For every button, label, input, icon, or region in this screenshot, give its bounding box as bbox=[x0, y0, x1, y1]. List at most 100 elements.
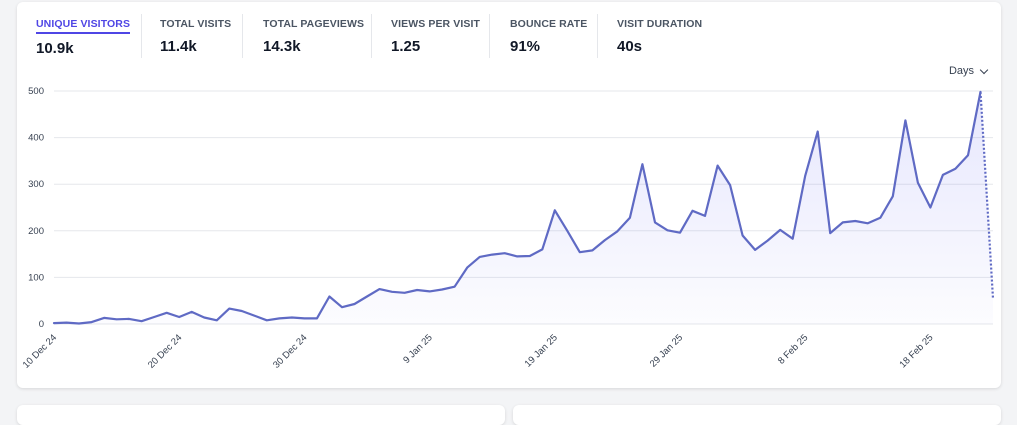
data-point[interactable] bbox=[489, 252, 495, 258]
data-point[interactable] bbox=[364, 294, 370, 300]
data-point[interactable] bbox=[627, 215, 633, 221]
data-point[interactable] bbox=[564, 228, 570, 234]
data-point[interactable] bbox=[339, 304, 345, 310]
data-point[interactable] bbox=[902, 117, 908, 123]
data-point[interactable] bbox=[377, 286, 383, 292]
metric-bounce-rate[interactable]: BOUNCE RATE 91% bbox=[510, 14, 598, 58]
data-point[interactable] bbox=[664, 227, 670, 233]
data-point[interactable] bbox=[289, 314, 295, 320]
data-point[interactable] bbox=[164, 310, 170, 316]
data-point[interactable] bbox=[189, 309, 195, 315]
data-point[interactable] bbox=[677, 230, 683, 236]
data-point[interactable] bbox=[402, 290, 408, 296]
data-point[interactable] bbox=[589, 247, 595, 253]
data-point[interactable] bbox=[752, 247, 758, 253]
data-point[interactable] bbox=[477, 254, 483, 260]
data-point[interactable] bbox=[539, 246, 545, 252]
data-point[interactable] bbox=[940, 172, 946, 178]
metric-value: 11.4k bbox=[160, 38, 197, 55]
data-point[interactable] bbox=[840, 219, 846, 225]
data-point[interactable] bbox=[614, 228, 620, 234]
data-point[interactable] bbox=[915, 180, 921, 186]
data-point[interactable] bbox=[76, 321, 82, 327]
metric-value: 40s bbox=[617, 38, 643, 55]
metric-label: TOTAL PAGEVIEWS bbox=[263, 18, 365, 30]
data-point[interactable] bbox=[577, 249, 583, 255]
data-point[interactable] bbox=[952, 166, 958, 172]
data-point[interactable] bbox=[927, 205, 933, 211]
data-point[interactable] bbox=[89, 319, 95, 325]
data-point[interactable] bbox=[226, 306, 232, 312]
metric-unique-visitors[interactable]: UNIQUE VISITORS 10.9k bbox=[36, 14, 142, 58]
data-point[interactable] bbox=[777, 227, 783, 233]
data-point[interactable] bbox=[652, 219, 658, 225]
metric-visit-duration[interactable]: VISIT DURATION 40s bbox=[617, 14, 717, 58]
data-point[interactable] bbox=[314, 315, 320, 321]
data-point[interactable] bbox=[176, 314, 182, 320]
y-tick-label: 400 bbox=[28, 133, 44, 144]
data-point[interactable] bbox=[427, 288, 433, 294]
data-point[interactable] bbox=[702, 213, 708, 219]
data-point[interactable] bbox=[639, 161, 645, 167]
data-point[interactable] bbox=[239, 308, 245, 314]
data-point[interactable] bbox=[765, 238, 771, 244]
data-point[interactable] bbox=[690, 208, 696, 214]
interval-picker[interactable]: Days bbox=[949, 65, 989, 77]
data-point[interactable] bbox=[201, 314, 207, 320]
data-point[interactable] bbox=[790, 236, 796, 242]
data-point[interactable] bbox=[815, 129, 821, 135]
data-point[interactable] bbox=[251, 313, 257, 319]
data-point[interactable] bbox=[727, 182, 733, 188]
y-tick-label: 500 bbox=[28, 86, 44, 97]
x-tick-label: 19 Jan 25 bbox=[523, 332, 560, 369]
data-point[interactable] bbox=[326, 294, 332, 300]
metric-value: 10.9k bbox=[36, 40, 74, 57]
data-point[interactable] bbox=[852, 218, 858, 224]
data-point[interactable] bbox=[276, 315, 282, 321]
data-point[interactable] bbox=[64, 320, 70, 326]
data-point[interactable] bbox=[877, 215, 883, 221]
data-point[interactable] bbox=[965, 152, 971, 158]
metric-value: 1.25 bbox=[391, 38, 421, 55]
data-point[interactable] bbox=[214, 317, 220, 323]
data-point[interactable] bbox=[865, 220, 871, 226]
metric-value: 14.3k bbox=[263, 38, 301, 55]
metric-label: TOTAL VISITS bbox=[160, 18, 232, 30]
x-tick-label: 10 Dec 24 bbox=[21, 332, 59, 370]
x-tick-label: 30 Dec 24 bbox=[271, 332, 309, 370]
data-point[interactable] bbox=[827, 230, 833, 236]
data-point[interactable] bbox=[389, 289, 395, 295]
data-point[interactable] bbox=[51, 320, 57, 326]
data-point[interactable] bbox=[890, 193, 896, 199]
data-point[interactable] bbox=[439, 287, 445, 293]
x-tick-label: 8 Feb 25 bbox=[776, 332, 810, 366]
data-point[interactable] bbox=[802, 173, 808, 179]
data-point[interactable] bbox=[351, 301, 357, 307]
data-point[interactable] bbox=[452, 284, 458, 290]
metric-value: 91% bbox=[510, 38, 541, 55]
data-point[interactable] bbox=[502, 250, 508, 256]
data-point[interactable] bbox=[514, 253, 520, 259]
data-point[interactable] bbox=[126, 316, 132, 322]
data-point[interactable] bbox=[414, 287, 420, 293]
data-point[interactable] bbox=[602, 237, 608, 243]
data-point[interactable] bbox=[101, 315, 107, 321]
metric-total-pageviews[interactable]: TOTAL PAGEVIEWS 14.3k bbox=[263, 14, 372, 58]
data-point[interactable] bbox=[527, 253, 533, 259]
metric-total-visits[interactable]: TOTAL VISITS 11.4k bbox=[160, 14, 243, 58]
data-point[interactable] bbox=[740, 232, 746, 238]
x-tick-label: 29 Jan 25 bbox=[648, 332, 685, 369]
data-point[interactable] bbox=[151, 314, 157, 320]
metric-views-per-visit[interactable]: VIEWS PER VISIT 1.25 bbox=[391, 14, 490, 58]
data-point[interactable] bbox=[139, 318, 145, 324]
data-point[interactable] bbox=[715, 163, 721, 169]
data-point[interactable] bbox=[464, 265, 470, 271]
data-point[interactable] bbox=[977, 89, 983, 95]
data-point[interactable] bbox=[114, 316, 120, 322]
data-point[interactable] bbox=[990, 295, 996, 301]
x-tick-label: 20 Dec 24 bbox=[146, 332, 184, 370]
series-area bbox=[54, 91, 993, 325]
data-point[interactable] bbox=[301, 315, 307, 321]
data-point[interactable] bbox=[264, 317, 270, 323]
data-point[interactable] bbox=[552, 207, 558, 213]
